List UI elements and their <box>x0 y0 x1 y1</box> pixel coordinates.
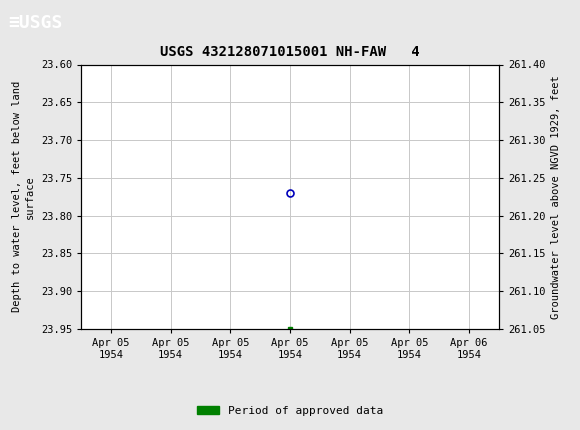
Y-axis label: Depth to water level, feet below land
surface: Depth to water level, feet below land su… <box>12 81 35 312</box>
Legend: Period of approved data: Period of approved data <box>193 401 387 420</box>
Text: USGS 432128071015001 NH-FAW   4: USGS 432128071015001 NH-FAW 4 <box>160 45 420 59</box>
Y-axis label: Groundwater level above NGVD 1929, feet: Groundwater level above NGVD 1929, feet <box>551 75 561 319</box>
Text: ≡USGS: ≡USGS <box>9 14 63 31</box>
